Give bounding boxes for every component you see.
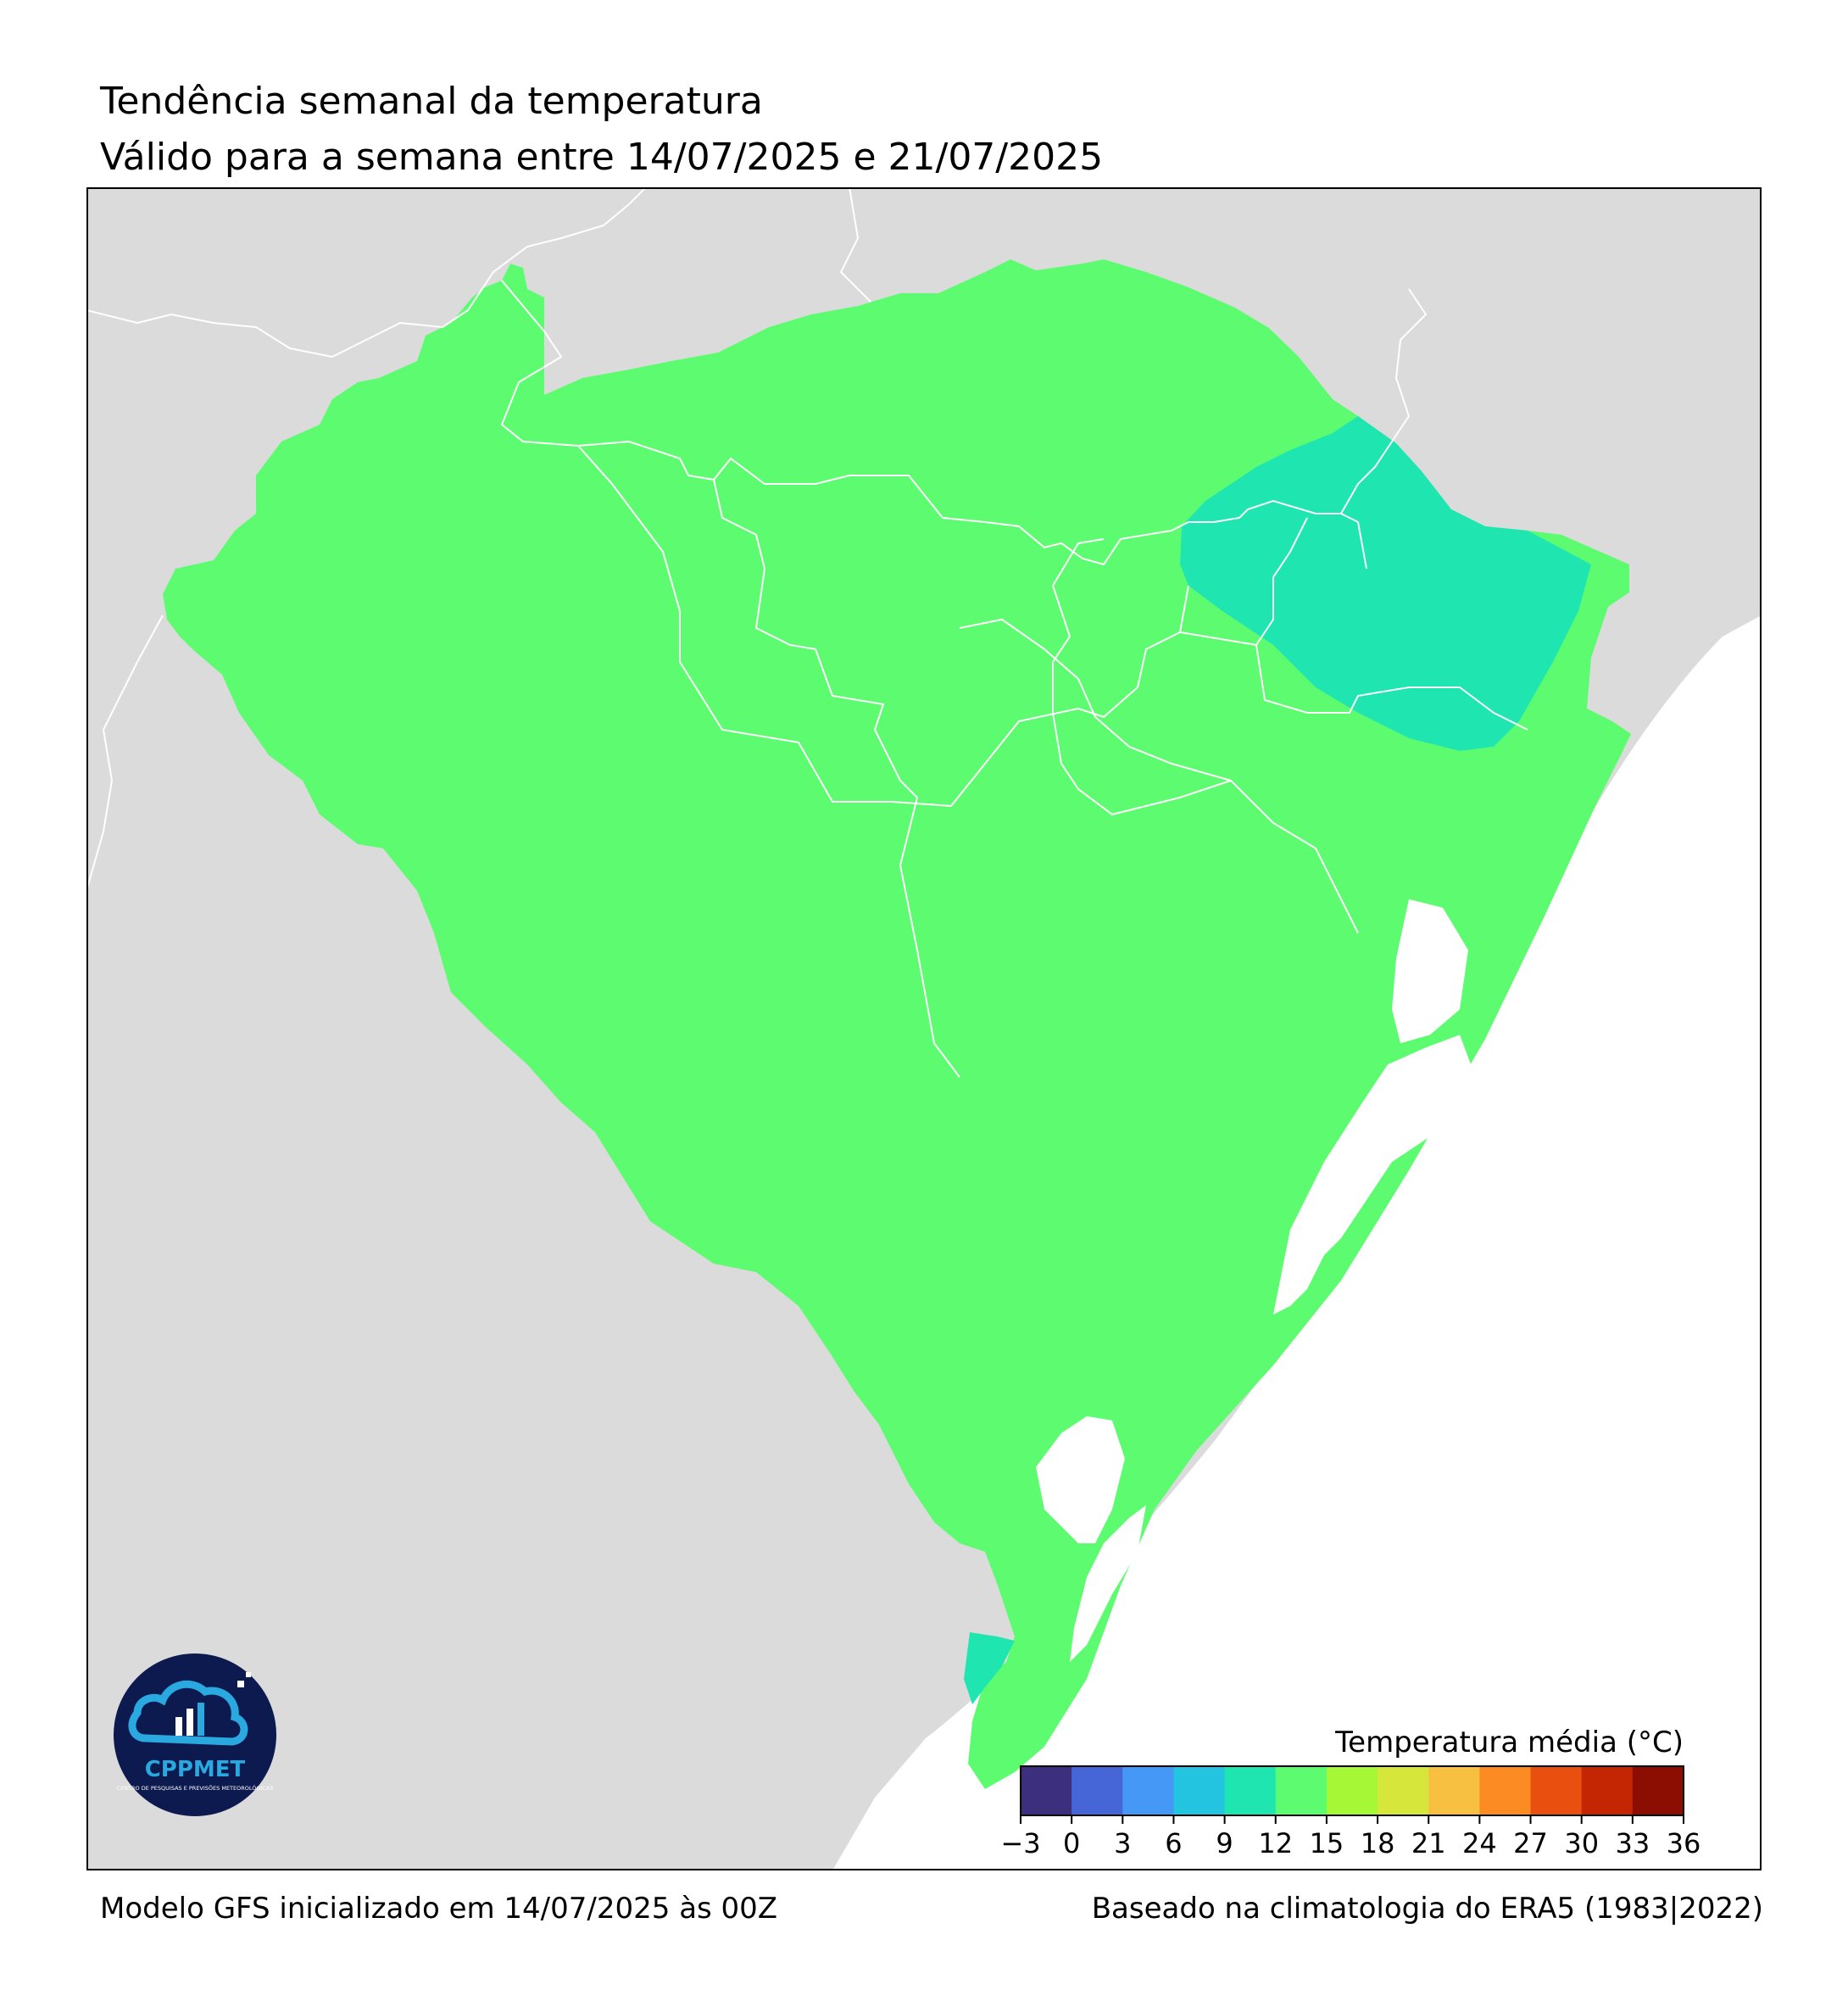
colorbar-cell <box>1479 1766 1532 1815</box>
pixel-dot-icon <box>237 1681 244 1687</box>
neighbor-border <box>86 614 164 892</box>
logo-tagline: CENTRO DE PESQUISAS E PREVISÕES METEOROL… <box>117 1784 274 1792</box>
colorbar-cell <box>1378 1766 1429 1815</box>
colorbar-tick-label: 24 <box>1462 1827 1497 1859</box>
bar-chart-icon <box>198 1703 204 1736</box>
colorbar-cell <box>1275 1766 1328 1815</box>
neighbor-border <box>839 187 871 303</box>
lagoa-dos-patos <box>1273 1035 1472 1314</box>
region-border <box>1051 538 1105 713</box>
colorbar-cell <box>1122 1766 1174 1815</box>
region-border <box>1255 517 1308 646</box>
bar-chart-icon <box>186 1709 193 1736</box>
colorbar-cell <box>1072 1766 1123 1815</box>
cooler-zone-northeast <box>1180 416 1591 751</box>
colorbar-tick-label: 3 <box>1114 1827 1131 1859</box>
climatology-info: Baseado na climatologia do ERA5 (1983|20… <box>1091 1892 1763 1926</box>
cloud-icon <box>128 1680 248 1746</box>
map-panel: CPPMET CENTRO DE PESQUISAS E PREVISÕES M… <box>86 187 1762 1870</box>
colorbar-tick-label: 27 <box>1513 1827 1548 1859</box>
colorbar-legend: Temperatura média (°C) −3 0 3 6 9 12 15 18 21 24 2… <box>1000 1726 1700 1859</box>
pixel-dot-icon <box>246 1672 251 1677</box>
colorbar-tick-label: 33 <box>1615 1827 1650 1859</box>
colorbar-tick-label: 15 <box>1310 1827 1344 1859</box>
colorbar-cell <box>1530 1766 1583 1815</box>
colorbar-tick-label: 6 <box>1165 1827 1182 1859</box>
map-frame-border <box>86 187 1762 1870</box>
colorbar-cell <box>1173 1766 1226 1815</box>
bar-chart-icon <box>175 1717 182 1736</box>
colorbar-tick-label: −3 <box>1000 1827 1040 1859</box>
colorbar-tick-label: 21 <box>1411 1827 1446 1859</box>
colorbar-cell <box>1581 1766 1634 1815</box>
colorbar-outline <box>1020 1765 1684 1816</box>
colorbar-tick-label: 9 <box>1216 1827 1233 1859</box>
map-title: Tendência semanal da temperatura <box>100 80 763 123</box>
colorbar-tick-label: 0 <box>1063 1827 1080 1859</box>
cppmet-logo: CPPMET CENTRO DE PESQUISAS E PREVISÕES M… <box>114 1654 276 1816</box>
region-border <box>959 618 1359 934</box>
cooler-zone-south <box>964 1632 1015 1704</box>
region-border <box>500 280 1189 808</box>
colorbar-cell <box>1632 1766 1684 1815</box>
colorbar-tick-label: 18 <box>1361 1827 1395 1859</box>
map-svg: CPPMET CENTRO DE PESQUISAS E PREVISÕES M… <box>86 187 1762 1870</box>
map-subtitle: Válido para a semana entre 14/07/2025 e … <box>100 136 1104 179</box>
logo-name: CPPMET <box>145 1757 246 1782</box>
colorbar-cell <box>1428 1766 1480 1815</box>
lagoa-mirim <box>1036 1416 1125 1543</box>
colorbar-tick-label: 36 <box>1667 1827 1701 1859</box>
region-border <box>1340 288 1428 514</box>
ocean-area <box>832 615 1762 1870</box>
rio-grande-do-sul-region <box>163 259 1631 1789</box>
colorbar-title: Temperatura média (°C) <box>1334 1726 1684 1759</box>
colorbar-tick-label: 12 <box>1258 1827 1293 1859</box>
lagoa-mangueira <box>1070 1505 1146 1662</box>
region-border <box>1052 712 1232 816</box>
colorbar-cell <box>1326 1766 1378 1815</box>
colorbar-tick-label: 30 <box>1564 1827 1599 1859</box>
neighbor-border <box>86 187 647 358</box>
lagoon-shore <box>1392 899 1468 1043</box>
region-border <box>577 440 1367 570</box>
model-info: Modelo GFS inicializado em 14/07/2025 às… <box>100 1892 778 1926</box>
colorbar-cell <box>1021 1766 1072 1815</box>
region-border <box>1179 631 1528 731</box>
colorbar-cell <box>1224 1766 1277 1815</box>
region-border <box>713 479 960 1078</box>
